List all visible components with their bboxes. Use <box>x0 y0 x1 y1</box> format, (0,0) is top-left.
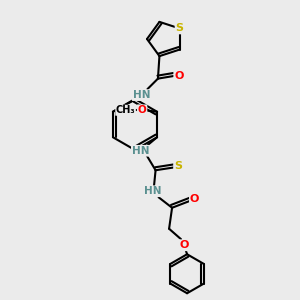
Text: O: O <box>138 105 146 115</box>
Text: HN: HN <box>144 186 161 196</box>
Text: HN: HN <box>132 146 149 156</box>
Text: O: O <box>174 70 184 81</box>
Text: O: O <box>179 240 189 250</box>
Text: S: S <box>176 23 184 33</box>
Text: HN: HN <box>133 90 150 100</box>
Text: O: O <box>190 194 199 204</box>
Text: CH₃: CH₃ <box>116 105 135 115</box>
Text: S: S <box>174 161 182 171</box>
